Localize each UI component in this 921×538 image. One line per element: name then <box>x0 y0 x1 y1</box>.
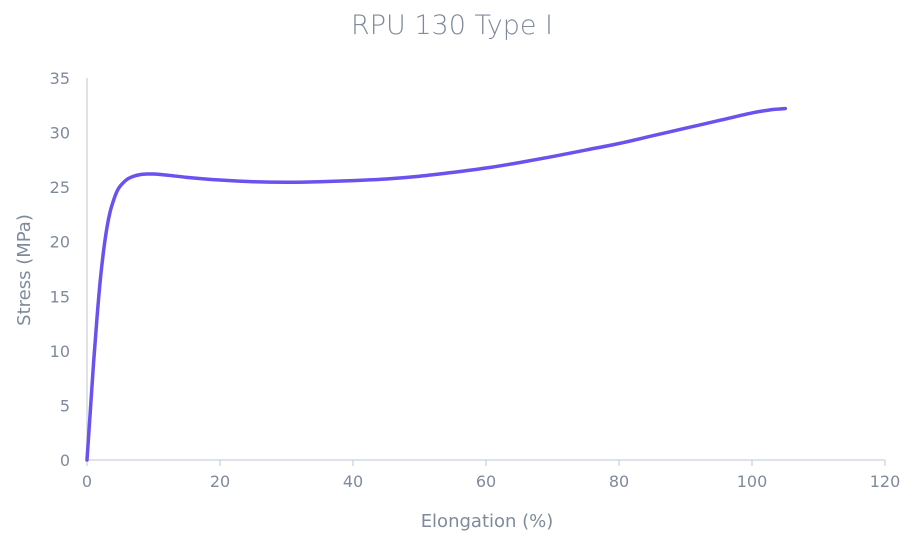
x-axis-title: Elongation (%) <box>421 511 554 532</box>
y-tick-label: 35 <box>50 69 70 88</box>
x-tick-label: 0 <box>82 472 92 491</box>
x-tick-label: 60 <box>476 472 496 491</box>
y-tick-label: 20 <box>50 233 70 252</box>
y-tick-label: 5 <box>60 396 70 415</box>
tick-labels: 0 20 40 60 80 100 120 0 5 10 15 20 25 30 35 <box>50 69 901 491</box>
y-tick-label: 25 <box>50 178 70 197</box>
x-tick-label: 80 <box>609 472 629 491</box>
y-tick-label: 10 <box>50 342 70 361</box>
stress-strain-series-line <box>85 106 787 462</box>
x-tick-label: 120 <box>870 472 901 491</box>
y-tick-label: 30 <box>50 124 70 143</box>
x-tick-label: 100 <box>737 472 768 491</box>
x-tick-label: 40 <box>343 472 363 491</box>
plot-area <box>85 106 787 462</box>
axes <box>86 78 886 466</box>
x-tick-label: 20 <box>210 472 230 491</box>
chart-title: RPU 130 Type I <box>351 10 553 41</box>
y-tick-label: 15 <box>50 287 70 306</box>
y-tick-label: 0 <box>60 451 70 470</box>
y-axis-title: Stress (MPa) <box>14 214 35 326</box>
